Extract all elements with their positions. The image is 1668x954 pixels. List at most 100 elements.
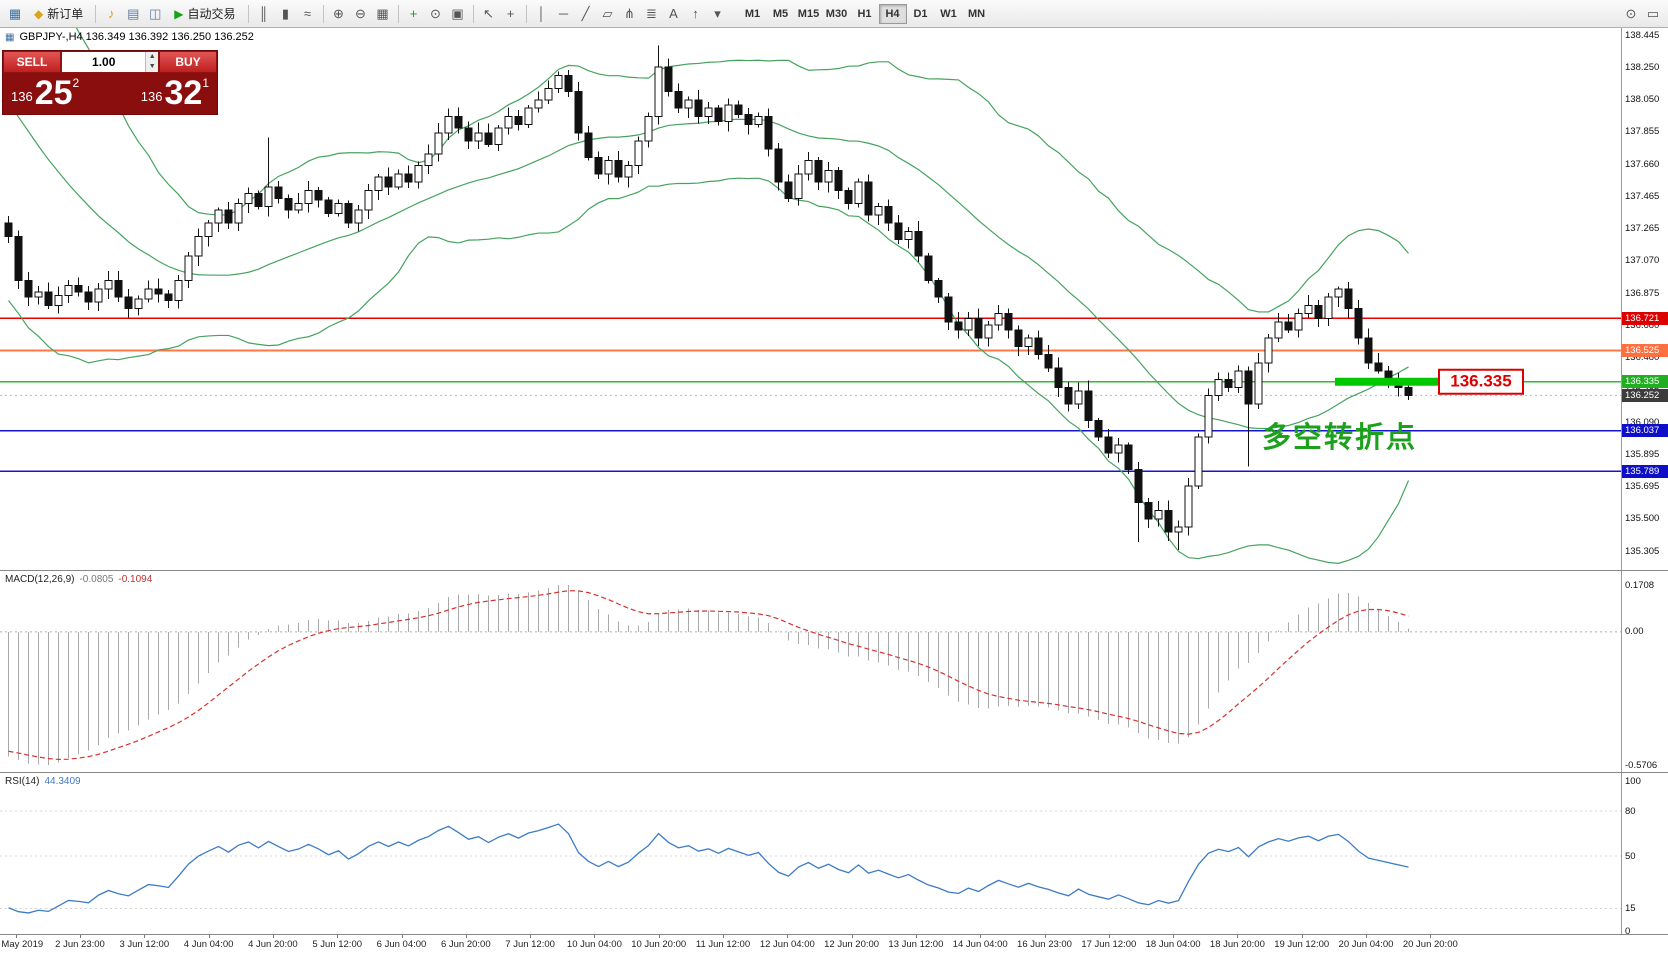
volume-increase-button[interactable]: ▲ [146, 52, 158, 62]
candlestick-chart[interactable]: 136.335 [0, 28, 1622, 570]
volume-decrease-button[interactable]: ▼ [146, 62, 158, 72]
toolbar-zoom-in-button[interactable]: ⊕ [328, 3, 350, 25]
zoom-out-icon: ⊖ [355, 5, 366, 21]
toolbar-sound-button[interactable]: ♪ [100, 3, 122, 25]
time-label: 2 Jun 23:00 [55, 939, 105, 950]
bollinger-upper-band[interactable] [9, 28, 1409, 313]
time-label: 13 Jun 12:00 [888, 939, 944, 950]
toolbar-fibonacci-button[interactable]: ≣ [641, 3, 663, 25]
bollinger-middle-band[interactable] [8, 102, 1409, 430]
toolbar-crosshair-button[interactable]: + [500, 3, 522, 25]
toolbar-horizontal-line-button[interactable]: ─ [553, 3, 575, 25]
time-label: 12 Jun 04:00 [759, 939, 815, 950]
time-label: 4 Jun 04:00 [183, 939, 234, 950]
time-axis[interactable]: 31 May 2019 2 Jun 23:00 3 Jun 12:00 4 Jun 0… [0, 934, 1668, 954]
rsi-indicator-panel[interactable]: RSI(14) 44.3409 100 80 50 15 0 [0, 772, 1668, 934]
price-tick: 135.695 [1625, 481, 1660, 493]
toolbar-text-button[interactable]: A [663, 3, 685, 25]
toolbar-arrow-objects-button[interactable]: ↑ [685, 3, 707, 25]
price-tick: 135.895 [1625, 448, 1660, 460]
time-label: 5 Jun 12:00 [312, 939, 363, 950]
timeframe-m15-button[interactable]: M15 [795, 4, 823, 24]
time-label: 3 Jun 12:00 [119, 939, 170, 950]
toolbar-bar-chart-button[interactable]: ║ [253, 3, 275, 25]
macd-label: MACD(12,26,9) -0.0805 -0.1094 [5, 574, 152, 585]
volume-input[interactable] [62, 52, 146, 72]
time-tick [80, 935, 81, 938]
time-tick [401, 935, 403, 938]
arrow-objects-icon: ↑ [692, 6, 699, 21]
toolbar-indicators-button[interactable]: + [403, 3, 425, 25]
time-tick [1044, 935, 1046, 938]
price-marker-136.721: 136.721 [1622, 311, 1668, 325]
candle-series[interactable] [4, 45, 1413, 551]
toolbar-tile-windows-button[interactable]: ▦ [372, 3, 394, 25]
toolbar-separator [472, 4, 474, 23]
timeframe-m1-button[interactable]: M1 [739, 4, 767, 24]
price-tick: 137.265 [1625, 223, 1660, 235]
toolbar-vertical-line-button[interactable]: │ [531, 3, 553, 25]
price-scale[interactable]: 138.445 138.250 138.050 137.855 137.660 137.4… [1621, 28, 1668, 570]
toolbar-trendline-button[interactable]: ╱ [575, 3, 597, 25]
toolbar-line-chart-button[interactable]: ≈ [297, 3, 319, 25]
sell-button[interactable]: SELL [3, 51, 61, 73]
time-label: 7 Jun 12:00 [505, 939, 555, 950]
timeframe-mn-button[interactable]: MN [963, 4, 991, 24]
price-tick: 137.465 [1625, 190, 1660, 202]
toolbar-zoom-out-button[interactable]: ⊖ [350, 3, 372, 25]
toolbar-cursor-button[interactable]: ↖ [478, 3, 500, 25]
timeframe-w1-button[interactable]: W1 [935, 4, 963, 24]
toolbar-periods-button[interactable]: ⊙ [425, 3, 447, 25]
toolbar-equidistant-channel-button[interactable]: ▱ [597, 3, 619, 25]
rsi-scale[interactable]: 100 80 50 15 0 [1621, 773, 1668, 934]
sound-icon: ♪ [108, 6, 115, 21]
price-chart-panel[interactable]: 136.335 138.445 138.250 138.050 137.855 137.… [0, 28, 1668, 570]
timeframe-m5-button[interactable]: M5 [767, 4, 795, 24]
toolbar-candle-chart-button[interactable]: ▮ [275, 3, 297, 25]
chart-annotation-text[interactable]: 多空转折点 [1262, 422, 1418, 454]
time-label: 12 Jun 20:00 [824, 939, 880, 950]
autotrade-icon: ▶ [174, 6, 184, 21]
macd-plot[interactable] [0, 571, 1622, 772]
toolbar-separator [95, 4, 97, 23]
sell-price[interactable]: 136 25 2 [11, 74, 79, 113]
time-tick [530, 935, 532, 938]
buy-price-sup: 1 [202, 76, 209, 90]
toolbar-separator [247, 4, 249, 23]
timeframe-d1-button[interactable]: D1 [907, 4, 935, 24]
macd-indicator-panel[interactable]: MACD(12,26,9) -0.0805 -0.1094 0.1708 0.00 -0… [0, 570, 1668, 772]
toolbar-terminal-button[interactable]: ▦ [4, 3, 26, 25]
toolbar-navigator-button[interactable]: ◫ [144, 3, 166, 25]
timeframe-m30-button[interactable]: M30 [823, 4, 851, 24]
timeframe-h4-button[interactable]: H4 [878, 3, 907, 24]
chart-icon: ▦ [5, 31, 15, 43]
macd-main-value: -0.0805 [79, 574, 114, 585]
toolbar-chart-shift-button[interactable]: ▭ [1642, 3, 1664, 25]
toolbar-autotrade-button[interactable]: ▶ 自动交易 [166, 3, 243, 25]
toolbar-search-button[interactable]: ⊙ [1620, 3, 1642, 25]
tile-windows-icon: ▦ [376, 5, 389, 21]
rsi-plot[interactable] [0, 773, 1622, 934]
navigator-icon: ◫ [149, 5, 162, 21]
macd-histogram [7, 585, 1410, 765]
equidistant-channel-icon: ▱ [602, 5, 613, 21]
price-callout-box[interactable] [1438, 368, 1524, 395]
timeframe-h1-button[interactable]: H1 [851, 4, 879, 24]
objects-dropdown-icon: ▾ [714, 5, 721, 21]
time-label: 16 Jun 23:00 [1017, 939, 1072, 950]
toolbar-andrews-pitchfork-button[interactable]: ⋔ [619, 3, 641, 25]
time-label: 14 Jun 04:00 [952, 939, 1008, 950]
buy-button[interactable]: BUY [159, 51, 217, 73]
bollinger-lower-band[interactable] [8, 177, 1410, 564]
toolbar-new-order-button[interactable]: ◆ 新订单 [26, 3, 91, 25]
macd-scale[interactable]: 0.1708 0.00 -0.5706 [1621, 571, 1668, 772]
time-tick [723, 935, 724, 938]
toolbar-templates-button[interactable]: ▣ [447, 3, 469, 25]
toolbar-market-watch-button[interactable]: ▤ [122, 3, 144, 25]
toolbar-objects-dropdown-button[interactable]: ▾ [707, 3, 729, 25]
sell-price-big: 25 [34, 74, 73, 113]
rsi-scale-tick: 80 [1625, 805, 1636, 817]
buy-price[interactable]: 136 32 1 [141, 76, 209, 110]
price-tick: 138.445 [1625, 29, 1660, 41]
price-tick: 136.090 [1625, 416, 1660, 428]
